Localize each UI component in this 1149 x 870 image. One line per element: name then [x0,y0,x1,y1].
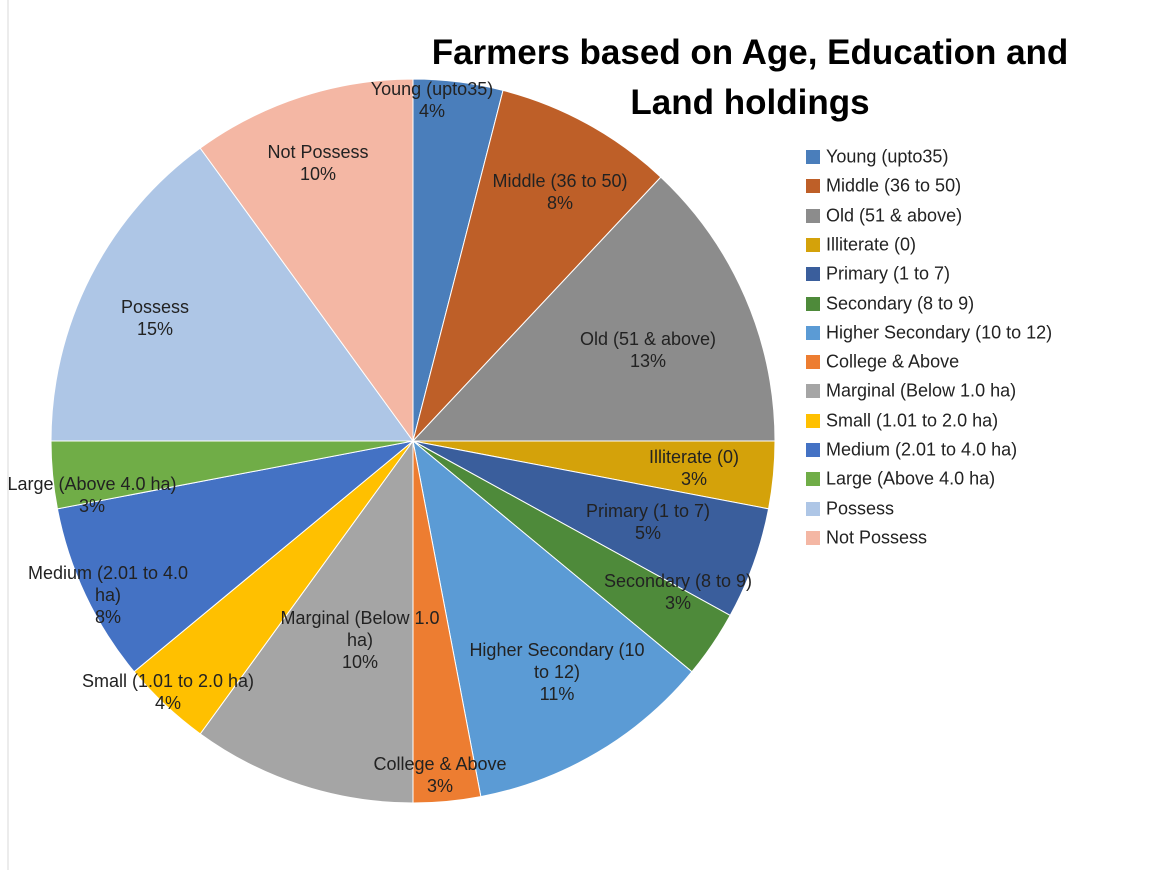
legend-swatch [806,384,820,399]
slice-value: 5% [634,523,661,543]
slice-value: 15% [136,319,174,339]
slice-label: Young (upto35) 4% [337,78,527,122]
slice-label: Large (Above 4.0 ha) 3% [0,473,187,517]
slice-label: Middle (36 to 50) 8% [465,170,655,214]
legend-swatch [806,325,820,340]
legend-label: Marginal (Below 1.0 ha) [826,380,1017,401]
slice-value: 10% [341,652,379,672]
legend-label: Primary (1 to 7) [826,263,951,284]
slice-label: Medium (2.01 to 4.0 ha) 8% [13,562,203,628]
pie-slice [199,439,414,804]
legend-swatch [806,443,820,457]
legend-swatch [806,530,820,545]
slice-value: 4% [154,693,181,713]
legend-swatch [806,413,820,428]
slice-value: 11% [539,684,575,704]
slice-name: College & Above [373,754,507,774]
legend-label: Old (51 & above) [826,205,963,226]
legend-swatch [806,237,820,252]
legend-swatch [806,208,820,223]
slice-name: Small (1.01 to 2.0 ha) [81,671,255,691]
slice-name: Not Possess [267,142,369,162]
legend-swatch [806,296,820,311]
slice-value: 13% [629,351,667,371]
pie-slice [411,176,776,442]
legend-label: College & Above [826,351,960,372]
slice-name: Middle (36 to 50) [492,171,628,191]
slice-name: Possess [120,297,190,317]
slice-value: 8% [94,607,121,627]
slice-value: 3% [426,776,453,796]
pie-slice [199,78,414,443]
slice-label: Not Possess 10% [223,141,413,185]
pie-slice [56,440,414,673]
chart-title: Farmers based on Age, Education and Land… [431,33,1069,122]
slice-label: Small (1.01 to 2.0 ha) 4% [73,670,263,714]
legend-label: Illiterate (0) [826,234,917,255]
slice-name: Secondary (8 to 9) [603,571,753,591]
slice-name: Old (51 & above) [579,329,717,349]
pie-slice [412,89,662,442]
pie-slice [50,147,414,442]
slice-name: Higher Secondary (10 to 12) [469,640,645,682]
legend-label: Young (upto35) [826,146,949,167]
pie-slice [412,439,693,798]
slice-label: College & Above 3% [345,753,535,797]
slice-name: Large (Above 4.0 ha) [7,474,177,494]
legend-label: Middle (36 to 50) [826,175,962,196]
slice-label: Marginal (Below 1.0 ha) 10% [265,607,455,673]
legend-swatch [806,150,820,164]
slice-name: Medium (2.01 to 4.0 ha) [27,563,189,605]
legend-swatch [806,179,820,194]
slice-value: 10% [299,164,337,184]
slice-value: 3% [78,496,105,516]
legend-label: Small (1.01 to 2.0 ha) [826,410,999,431]
legend-swatch [806,501,820,516]
legend-swatch [806,472,820,487]
legend-label: Not Possess [826,527,928,548]
slice-value: 3% [680,469,707,489]
slice-label: Illiterate (0) 3% [599,446,789,490]
legend-label: Possess [826,498,895,519]
legend-label: Secondary (8 to 9) [826,293,975,313]
slice-name: Young (upto35) [370,79,494,99]
legend-label: Higher Secondary (10 to 12) [826,322,1053,343]
slice-label: Possess 15% [60,296,250,340]
slice-label: Old (51 & above) 13% [553,328,743,372]
slice-label: Primary (1 to 7) 5% [553,500,743,544]
slice-name: Illiterate (0) [648,447,740,467]
slice-value: 8% [546,193,573,213]
legend-swatch [806,355,820,370]
legend-swatch [806,267,820,282]
slice-label: Higher Secondary (10 to 12) 11% [462,639,652,705]
legend-label: Large (Above 4.0 ha) [826,468,996,489]
slice-name: Marginal (Below 1.0 ha) [280,608,440,650]
legend-label: Medium (2.01 to 4.0 ha) [826,439,1018,460]
slice-value: 4% [418,101,445,121]
slice-name: Primary (1 to 7) [585,501,711,521]
slice-value: 3% [664,593,691,613]
slice-label: Secondary (8 to 9) 3% [583,570,773,614]
